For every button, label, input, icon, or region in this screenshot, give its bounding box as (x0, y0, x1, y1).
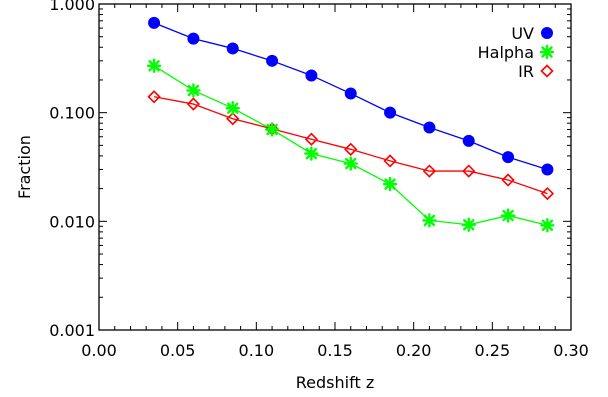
legend-label-ir: IR (518, 62, 534, 81)
data-point-uv (541, 27, 553, 39)
data-point-ir (344, 142, 358, 156)
y-axis-title: Fraction (15, 135, 34, 199)
legend-label-halpha: Halpha (478, 43, 534, 62)
data-point-uv (344, 87, 357, 100)
x-tick-label: 0.05 (160, 341, 196, 360)
x-tick-label: 0.20 (396, 341, 432, 360)
data-point-ir (383, 154, 397, 168)
data-point-ir (501, 173, 515, 187)
asterisk-stroke (541, 46, 553, 58)
data-point-halpha (422, 213, 437, 228)
data-point-halpha (264, 122, 280, 137)
data-point-uv (502, 151, 515, 164)
data-point-uv (226, 42, 239, 55)
series-layer (146, 16, 555, 233)
data-point-ir (147, 90, 161, 104)
x-axis-title: Redshift z (296, 373, 374, 392)
data-point-uv (187, 32, 200, 45)
series-line-ir (153, 96, 548, 195)
y-tick-label: 0.010 (49, 212, 95, 231)
data-point-halpha (540, 218, 555, 233)
asterisk-stroke (423, 214, 436, 227)
data-point-uv (148, 16, 161, 29)
data-point-ir (304, 132, 319, 146)
data-point-uv (423, 121, 436, 134)
x-tick-label: 0.15 (317, 341, 353, 360)
asterisk-stroke (227, 102, 239, 114)
data-point-uv (305, 69, 318, 82)
data-point-halpha (461, 217, 476, 232)
asterisk-stroke (148, 60, 160, 72)
data-point-halpha (146, 58, 162, 73)
data-point-uv (462, 134, 475, 147)
y-tick-label: 0.100 (49, 104, 95, 123)
data-point-halpha (382, 176, 398, 192)
legend-label-uv: UV (511, 24, 534, 43)
asterisk-stroke (541, 219, 554, 231)
asterisk-stroke (345, 157, 357, 170)
data-point-ir (226, 112, 240, 126)
x-tick-label: 0.30 (553, 341, 589, 360)
data-point-halpha (225, 100, 240, 116)
x-tick-label: 0.25 (475, 341, 511, 360)
y-tick-label: 0.001 (49, 321, 95, 340)
asterisk-stroke (305, 147, 318, 160)
data-point-ir (186, 97, 201, 111)
data-point-uv (541, 163, 554, 176)
y-tick-label: 1.000 (49, 0, 95, 14)
data-point-halpha (304, 146, 319, 161)
x-tick-label: 0.10 (239, 341, 275, 360)
data-point-ir (462, 164, 476, 178)
data-point-halpha (343, 156, 358, 171)
data-point-halpha (186, 83, 201, 98)
asterisk-stroke (187, 84, 200, 97)
asterisk-stroke (384, 178, 396, 190)
asterisk-stroke (502, 209, 514, 222)
asterisk-stroke (463, 219, 475, 231)
axis-ticks: 0.00 0.05 0.10 0.15 0.20 0.25 0.30 0.001 0.010 0.… (49, 0, 589, 360)
x-tick-label: 0.00 (81, 341, 117, 360)
data-point-halpha (539, 44, 555, 60)
data-point-uv (384, 106, 397, 119)
data-point-ir (540, 64, 554, 78)
data-point-ir (422, 164, 437, 178)
data-point-halpha (500, 208, 516, 223)
data-point-uv (266, 54, 279, 67)
data-point-ir (540, 186, 555, 201)
asterisk-stroke (266, 123, 278, 136)
